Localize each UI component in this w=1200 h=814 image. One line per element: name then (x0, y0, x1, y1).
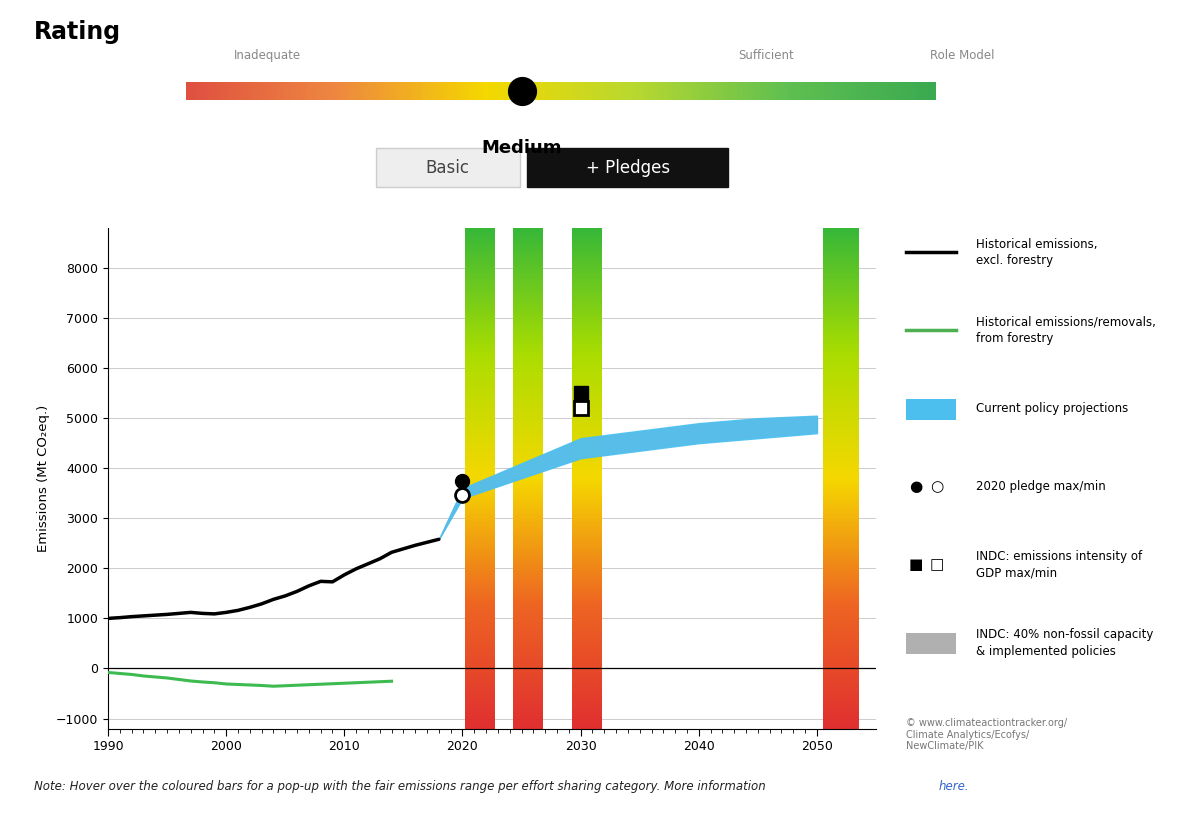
Text: GDP max/min: GDP max/min (976, 567, 1057, 580)
Text: Inadequate: Inadequate (234, 49, 301, 62)
Text: INDC: 40% non-fossil capacity: INDC: 40% non-fossil capacity (976, 628, 1153, 641)
Text: Role Model: Role Model (930, 49, 995, 62)
Text: & implemented policies: & implemented policies (976, 645, 1116, 658)
Text: Historical emissions,: Historical emissions, (976, 238, 1097, 251)
Text: from forestry: from forestry (976, 332, 1052, 345)
Text: here.: here. (938, 780, 970, 793)
Text: Sufficient: Sufficient (738, 49, 793, 62)
Text: Current policy projections: Current policy projections (976, 402, 1128, 415)
FancyBboxPatch shape (376, 148, 520, 187)
Text: + Pledges: + Pledges (586, 159, 670, 177)
Text: ■: ■ (908, 558, 923, 572)
Text: Medium: Medium (481, 139, 563, 157)
Text: Rating: Rating (34, 20, 121, 44)
Text: Historical emissions/removals,: Historical emissions/removals, (976, 316, 1156, 329)
Text: □: □ (930, 558, 944, 572)
Text: ○: ○ (930, 479, 944, 494)
Text: © www.climateactiontracker.org/
Climate Analytics/Ecofys/
NewClimate/PIK: © www.climateactiontracker.org/ Climate … (906, 718, 1067, 751)
Text: excl. forestry: excl. forestry (976, 254, 1052, 267)
Y-axis label: Emissions (Mt CO₂eq.): Emissions (Mt CO₂eq.) (37, 405, 50, 552)
Text: Basic: Basic (426, 159, 469, 177)
Text: ●: ● (908, 479, 923, 494)
Text: 2020 pledge max/min: 2020 pledge max/min (976, 480, 1105, 493)
Text: INDC: emissions intensity of: INDC: emissions intensity of (976, 550, 1141, 563)
Text: Note: Hover over the coloured bars for a pop-up with the fair emissions range pe: Note: Hover over the coloured bars for a… (34, 780, 769, 793)
FancyBboxPatch shape (527, 148, 728, 187)
